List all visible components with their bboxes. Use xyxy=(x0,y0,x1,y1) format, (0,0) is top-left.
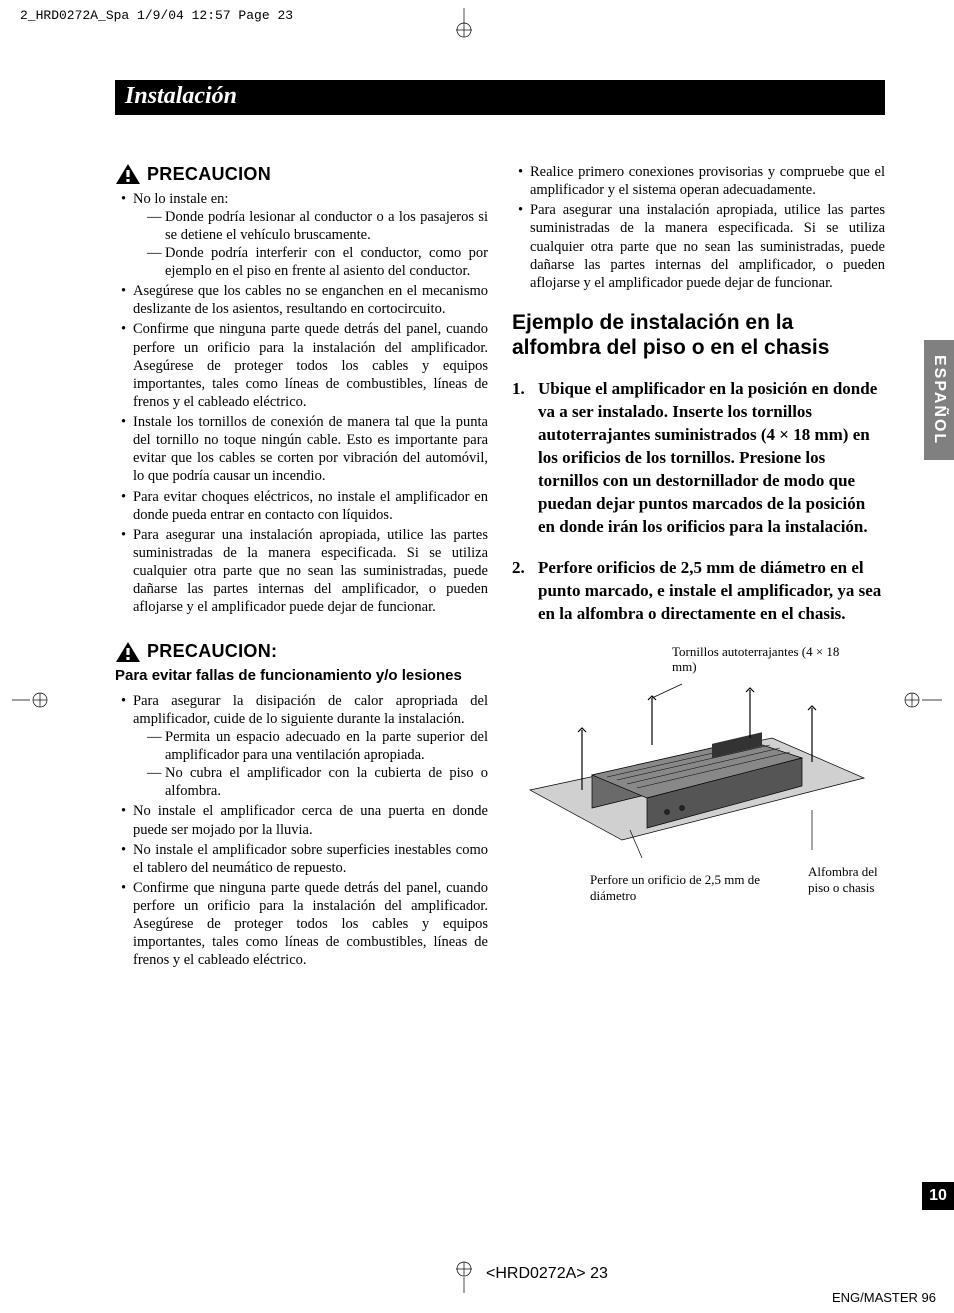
diagram-label-hole: Perfore un orificio de 2,5 mm de diámetr… xyxy=(590,872,790,903)
list-item: Confirme que ninguna parte quede detrás … xyxy=(115,879,488,970)
page-title: Instalación xyxy=(115,80,885,115)
page-number: 10 xyxy=(922,1182,954,1210)
diagram-label-floor: Alfombra del piso o chasis xyxy=(808,864,882,895)
crop-mark-bottom-icon xyxy=(444,1253,484,1293)
list-item: Para asegurar una instalación apropiada,… xyxy=(115,526,488,617)
diagram-label-screws: Tornillos autoterrajantes (4 × 18 mm) xyxy=(672,644,842,675)
list-item: Para evitar choques eléctricos, no insta… xyxy=(115,488,488,524)
step-item: Ubique el amplificador en la posición en… xyxy=(512,378,885,539)
caution2-list: Para asegurar la disipación de calor apr… xyxy=(115,692,488,970)
installation-steps: Ubique el amplificador en la posición en… xyxy=(512,378,885,625)
caution1-list: No lo instale en: Donde podría lesionar … xyxy=(115,190,488,617)
sub-item: No cubra el amplificador con la cubierta… xyxy=(147,764,488,800)
crop-mark-left-icon xyxy=(12,680,62,720)
warning-icon xyxy=(115,163,141,185)
left-column: PRECAUCION No lo instale en: Donde podrí… xyxy=(115,163,488,972)
list-item: No instale el amplificador sobre superfi… xyxy=(115,841,488,877)
caution-heading-2: PRECAUCION: xyxy=(115,640,488,663)
sub-item: Donde podría interferir con el conductor… xyxy=(147,244,488,280)
list-item: No lo instale en: Donde podría lesionar … xyxy=(115,190,488,281)
step-item: Perfore orificios de 2,5 mm de diámetro … xyxy=(512,557,885,626)
page-content: Instalación PRECAUCION No lo instale en:… xyxy=(115,80,885,972)
footer-code: <HRD0272A> 23 xyxy=(486,1265,608,1283)
amplifier-diagram-icon xyxy=(512,680,872,870)
installation-diagram: Tornillos autoterrajantes (4 × 18 mm) xyxy=(512,644,882,904)
right-column: Realice primero conexiones provisorias y… xyxy=(512,163,885,972)
list-item: Instale los tornillos de conexión de man… xyxy=(115,413,488,486)
sub-item: Donde podría lesionar al conductor o a l… xyxy=(147,208,488,244)
list-item: Realice primero conexiones provisorias y… xyxy=(512,163,885,199)
crop-mark-right-icon xyxy=(892,680,942,720)
list-item: No instale el amplificador cerca de una … xyxy=(115,802,488,838)
caution-heading-1: PRECAUCION xyxy=(115,163,488,186)
crop-mark-top-icon xyxy=(444,8,484,48)
language-tab: ESPAÑOL xyxy=(924,340,954,460)
footer-master: ENG/MASTER 96 xyxy=(832,1290,936,1305)
right-top-list: Realice primero conexiones provisorias y… xyxy=(512,163,885,292)
warning-icon xyxy=(115,641,141,663)
caution-label-1: PRECAUCION xyxy=(147,163,271,186)
caution-label-2: PRECAUCION: xyxy=(147,640,277,663)
list-item: Confirme que ninguna parte quede detrás … xyxy=(115,320,488,411)
print-header: 2_HRD0272A_Spa 1/9/04 12:57 Page 23 xyxy=(20,8,293,23)
list-item: Para asegurar una instalación apropiada,… xyxy=(512,201,885,292)
caution2-subtitle: Para evitar fallas de funcionamiento y/o… xyxy=(115,667,488,686)
list-item: Para asegurar la disipación de calor apr… xyxy=(115,692,488,801)
list-item: Asegúrese que los cables no se enganchen… xyxy=(115,282,488,318)
section-title: Ejemplo de instalación en la alfombra de… xyxy=(512,310,885,360)
sub-item: Permita un espacio adecuado en la parte … xyxy=(147,728,488,764)
